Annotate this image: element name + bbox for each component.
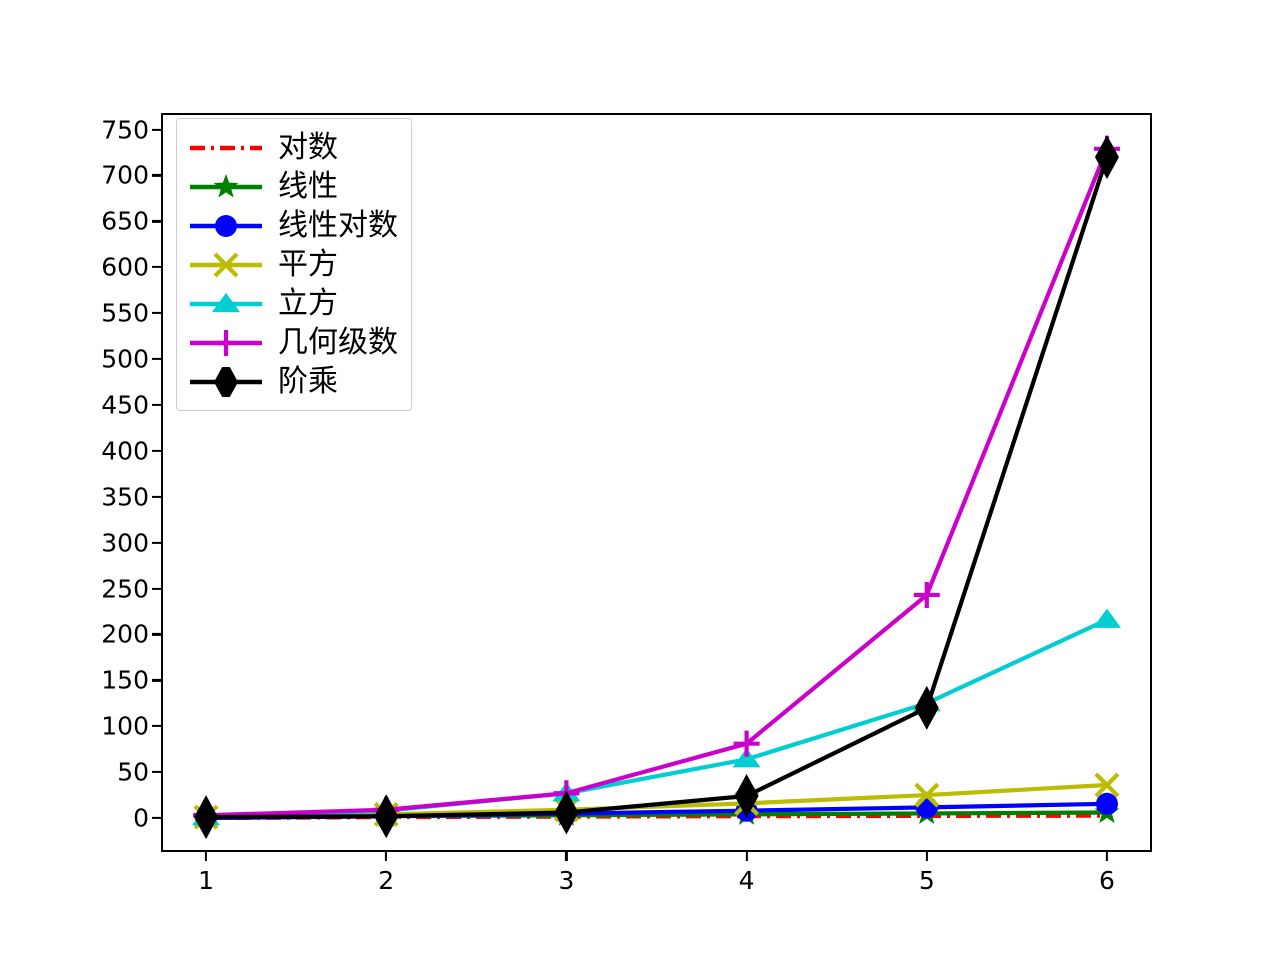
y-tick-mark bbox=[152, 679, 161, 682]
legend-label: 几何级数 bbox=[278, 324, 398, 360]
y-tick-mark bbox=[152, 587, 161, 590]
legend-item-1[interactable]: 线性 bbox=[188, 167, 398, 206]
y-tick-label: 200 bbox=[101, 619, 149, 649]
y-tick-label: 250 bbox=[101, 574, 149, 604]
legend-label: 对数 bbox=[278, 129, 338, 165]
legend-item-6[interactable]: 阶乘 bbox=[188, 362, 398, 401]
legend-item-0[interactable]: 对数 bbox=[188, 128, 398, 167]
x-tick-mark bbox=[745, 852, 748, 861]
y-tick-mark bbox=[152, 220, 161, 223]
legend-item-5[interactable]: 几何级数 bbox=[188, 323, 398, 362]
x-tick-mark bbox=[204, 852, 208, 861]
y-tick-label: 300 bbox=[101, 528, 149, 558]
y-tick-label: 750 bbox=[101, 115, 149, 145]
y-tick-mark bbox=[152, 174, 161, 177]
legend-line-sample bbox=[188, 211, 264, 241]
y-tick-label: 350 bbox=[101, 482, 149, 512]
y-tick-mark bbox=[152, 128, 161, 131]
legend-line-sample bbox=[188, 366, 264, 397]
x-tick-label: 4 bbox=[738, 866, 755, 895]
y-tick-mark bbox=[152, 495, 161, 498]
y-tick-label: 400 bbox=[101, 436, 149, 466]
legend-item-4[interactable]: 立方 bbox=[188, 284, 398, 323]
legend-line-sample bbox=[188, 250, 264, 280]
y-tick-label: 0 bbox=[133, 803, 149, 833]
legend-label: 线性对数 bbox=[278, 207, 398, 243]
legend-item-3[interactable]: 平方 bbox=[188, 245, 398, 284]
legend-label: 立方 bbox=[278, 285, 338, 321]
chart-legend: 对数 线性 线性对数 平方 立方 几何级数 阶乘 bbox=[176, 118, 412, 411]
legend-item-2[interactable]: 线性对数 bbox=[188, 206, 398, 245]
x-tick-mark bbox=[385, 852, 388, 861]
legend-line-sample bbox=[188, 172, 264, 202]
legend-label: 阶乘 bbox=[278, 363, 338, 399]
y-tick-mark bbox=[152, 357, 161, 361]
legend-label: 平方 bbox=[278, 246, 338, 282]
y-tick-label: 100 bbox=[101, 711, 149, 741]
x-tick-label: 6 bbox=[1099, 866, 1115, 895]
y-tick-label: 700 bbox=[101, 160, 149, 190]
y-tick-label: 450 bbox=[101, 390, 149, 420]
legend-line-sample bbox=[188, 133, 264, 163]
x-tick-label: 2 bbox=[378, 866, 395, 895]
y-tick-label: 650 bbox=[101, 206, 149, 236]
x-tick-mark bbox=[1105, 852, 1109, 861]
y-tick-label: 150 bbox=[101, 665, 149, 695]
legend-line-sample bbox=[188, 289, 264, 319]
y-tick-mark bbox=[152, 312, 161, 315]
y-tick-label: 600 bbox=[101, 252, 149, 282]
y-tick-mark bbox=[152, 725, 161, 728]
x-tick-label: 5 bbox=[918, 866, 935, 895]
y-tick-mark bbox=[152, 266, 161, 269]
y-tick-mark bbox=[152, 403, 161, 407]
x-tick-mark bbox=[925, 852, 928, 861]
legend-line-sample bbox=[188, 328, 264, 358]
y-tick-mark bbox=[152, 449, 161, 452]
x-tick-label: 1 bbox=[198, 866, 214, 895]
x-tick-mark bbox=[565, 852, 568, 861]
y-tick-mark bbox=[152, 633, 161, 636]
y-tick-label: 550 bbox=[101, 298, 149, 328]
y-tick-mark bbox=[152, 771, 161, 774]
legend-label: 线性 bbox=[278, 168, 338, 204]
y-tick-label: 500 bbox=[101, 344, 149, 374]
x-tick-label: 3 bbox=[558, 866, 575, 895]
y-tick-mark bbox=[152, 816, 161, 820]
y-tick-mark bbox=[152, 541, 161, 544]
y-tick-label: 50 bbox=[117, 757, 149, 787]
